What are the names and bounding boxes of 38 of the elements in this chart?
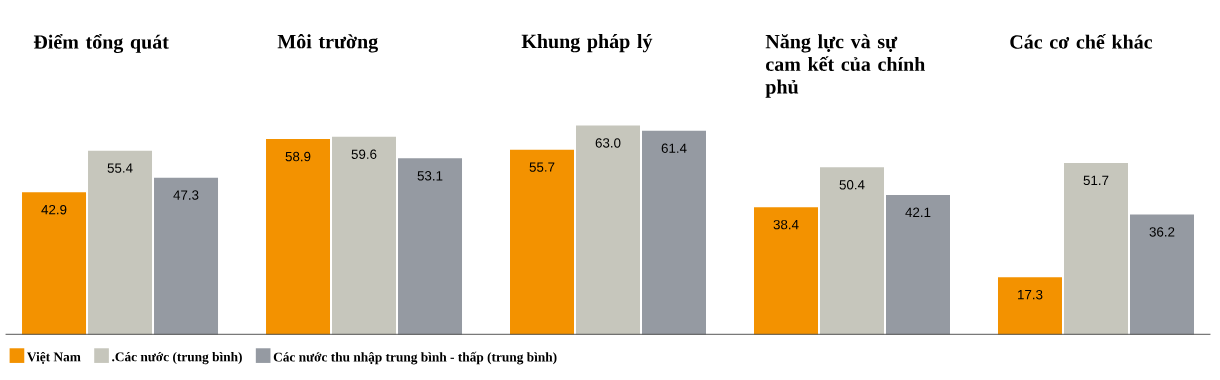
legend-label: Các nước thu nhập trung bình - thấp (trung bình) xyxy=(273,351,557,365)
data-label: 55.4 xyxy=(107,163,133,173)
x-tick-label: Khung pháp lý xyxy=(521,34,653,53)
bar xyxy=(642,130,707,335)
x-tick-label: Môi trường xyxy=(277,34,378,53)
data-label: 50.4 xyxy=(839,180,865,190)
bar xyxy=(886,194,950,335)
data-label: 58.9 xyxy=(285,151,311,162)
bar xyxy=(1063,163,1128,335)
bar xyxy=(154,177,219,335)
bar xyxy=(754,207,818,335)
bar xyxy=(332,136,397,335)
bar xyxy=(510,149,575,335)
legend-label: .Các nước (trung bình) xyxy=(112,351,242,365)
x-tick-label: Điểm tổng quát xyxy=(33,34,169,54)
data-label: 53.1 xyxy=(417,171,443,181)
data-label: 59.6 xyxy=(351,149,377,159)
bar xyxy=(1130,214,1194,335)
data-label: 47.3 xyxy=(173,190,199,200)
data-label: 36.2 xyxy=(1149,227,1175,237)
data-label: 17.3 xyxy=(1018,289,1043,300)
bar xyxy=(398,158,463,335)
bar xyxy=(997,277,1062,335)
bar xyxy=(88,150,153,335)
legend-label: Việt Nam xyxy=(27,351,81,364)
data-label: 51.7 xyxy=(1083,175,1109,186)
bar xyxy=(22,192,87,335)
data-label: 61.4 xyxy=(661,143,687,153)
data-label: 55.7 xyxy=(529,162,555,172)
x-tick-label: Năng lực và sự cam kết của chính phủ xyxy=(765,34,925,98)
data-label: 42.1 xyxy=(905,207,931,217)
bar xyxy=(266,139,331,335)
data-label: 63.0 xyxy=(595,138,621,148)
x-tick-label: Các cơ chế khác xyxy=(1010,34,1153,49)
bar xyxy=(820,167,884,335)
data-label: 38.4 xyxy=(773,219,799,230)
bar xyxy=(576,125,641,335)
data-label: 42.9 xyxy=(41,204,67,215)
